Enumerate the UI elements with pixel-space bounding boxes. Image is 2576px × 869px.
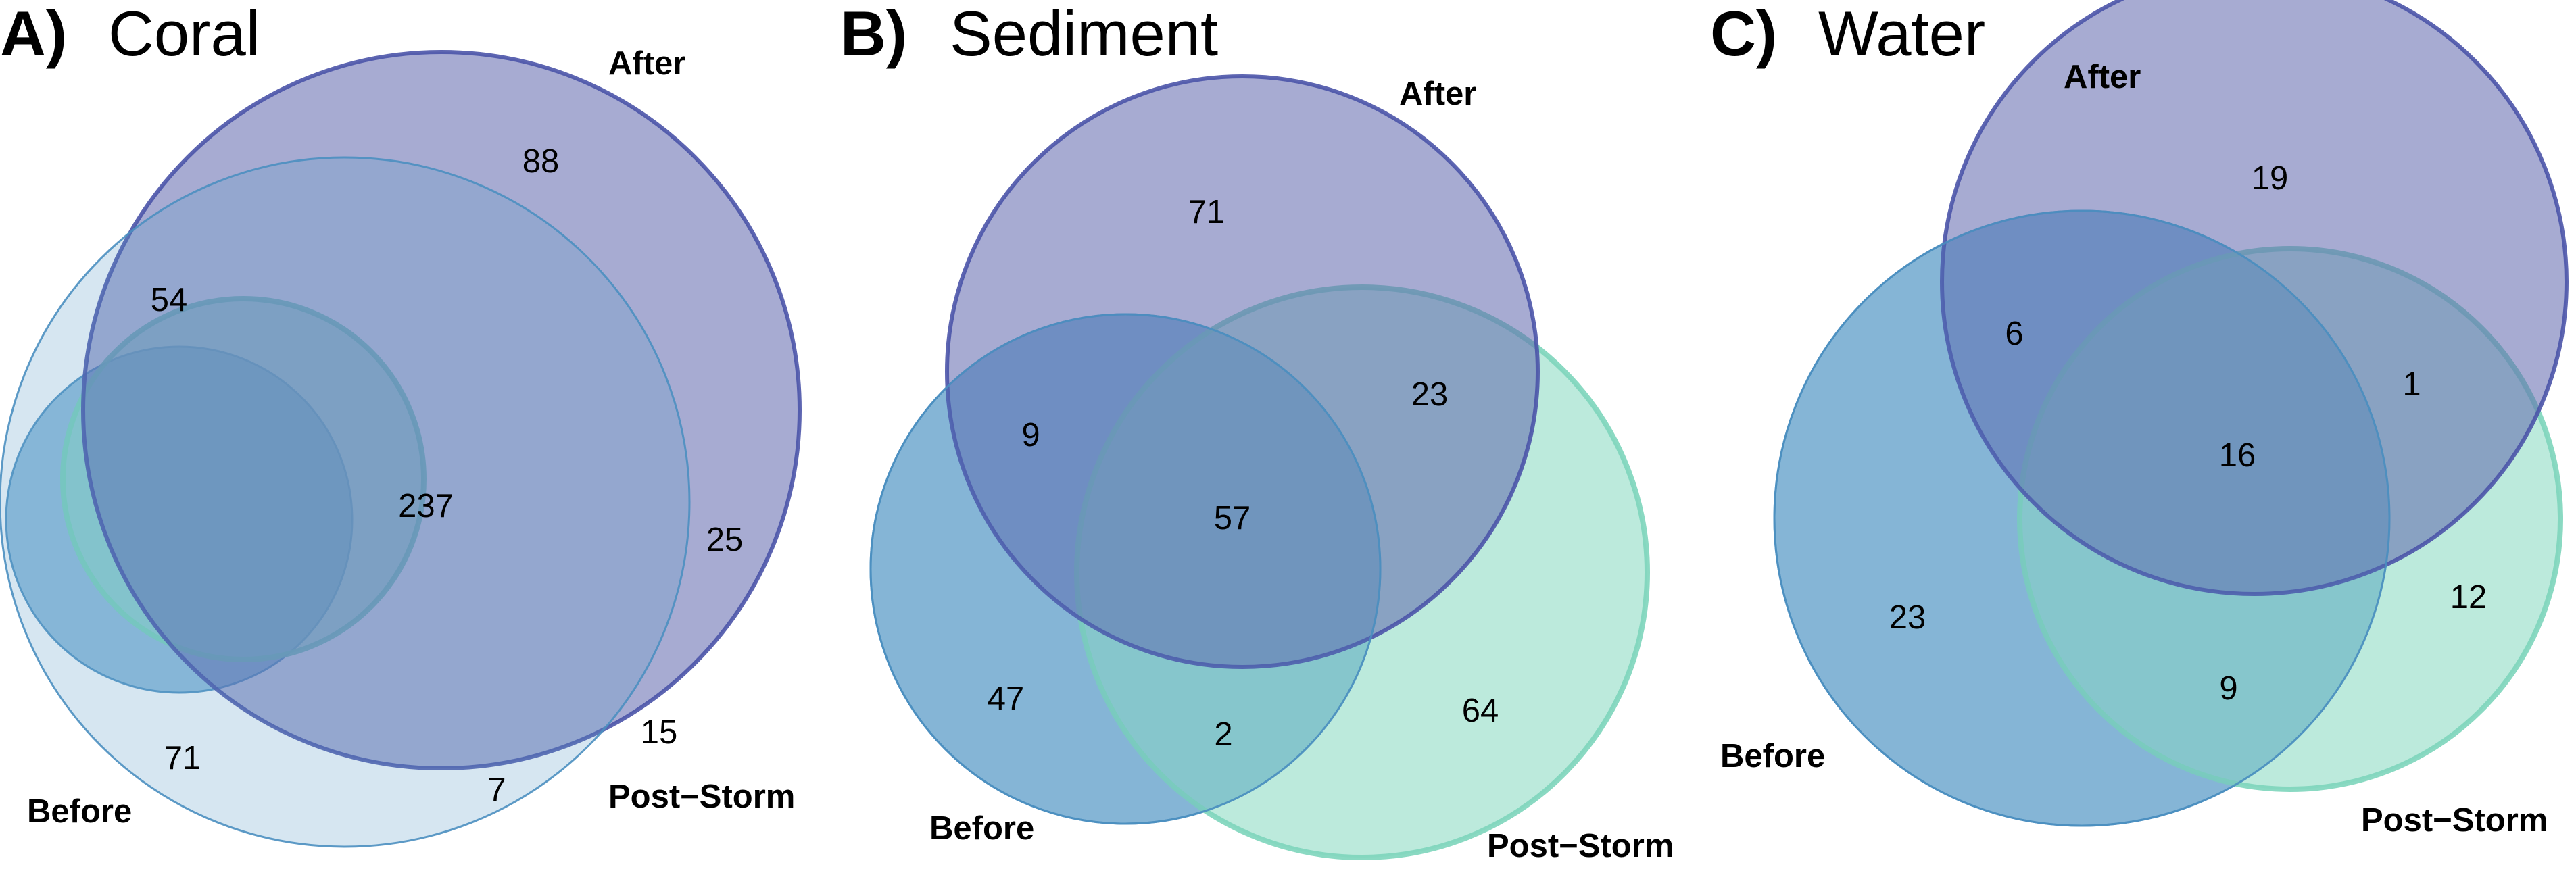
venn-circle-before — [1773, 209, 2391, 827]
venn-circle-before — [0, 156, 691, 848]
count-before-only: 47 — [988, 680, 1025, 717]
count-after-only: 71 — [1188, 194, 1225, 230]
set-label-post-storm: Post−Storm — [608, 778, 795, 815]
set-label-before: Before — [27, 793, 132, 830]
set-label-post-storm: Post−Storm — [2361, 802, 2548, 839]
count-all-three: 16 — [2219, 437, 2256, 474]
count-after-only: 88 — [523, 143, 560, 180]
venn-circle-after — [1940, 0, 2569, 596]
count-before-post-storm: 7 — [487, 772, 506, 808]
venn-circle-after — [945, 74, 1540, 669]
count-all-three: 237 — [398, 488, 454, 524]
count-before-post-storm: 2 — [1214, 716, 1232, 753]
count-before-only: 23 — [1889, 599, 1926, 636]
panel-letter: B) — [840, 0, 907, 69]
count-before-post-storm: 9 — [2219, 670, 2237, 707]
count-after-post-storm: 25 — [706, 522, 744, 558]
count-post-storm-only: 15 — [641, 714, 678, 751]
panel-letter: A) — [0, 0, 67, 69]
set-label-after: After — [1399, 76, 1476, 112]
panel-title: Coral — [108, 0, 260, 69]
count-after-post-storm: 23 — [1411, 376, 1449, 413]
set-label-before: Before — [929, 810, 1034, 847]
set-label-after: After — [2064, 59, 2141, 95]
panel-letter: C) — [1710, 0, 1777, 69]
panel-water: C) Water After Before Post−Storm 19 6 1 … — [1710, 0, 2569, 839]
set-label-before: Before — [1720, 738, 1825, 774]
panel-title: Sediment — [950, 0, 1218, 69]
count-before-after: 9 — [1021, 417, 1040, 453]
set-label-post-storm: Post−Storm — [1487, 828, 1674, 864]
panel-coral: A) Coral After Before Post−Storm 88 54 2… — [0, 0, 802, 848]
count-before-after: 6 — [2005, 316, 2023, 352]
venn-circle-after — [81, 50, 802, 770]
count-after-post-storm: 1 — [2402, 366, 2421, 403]
count-all-three: 57 — [1214, 500, 1251, 537]
set-label-after: After — [608, 45, 685, 82]
panel-sediment: B) Sediment After Before Post−Storm 71 9… — [840, 0, 1674, 864]
count-after-only: 19 — [2252, 160, 2289, 197]
count-before-only: 71 — [164, 740, 201, 776]
count-before-after: 54 — [151, 282, 188, 318]
count-post-storm-only: 64 — [1462, 693, 1499, 729]
venn-circle-before — [869, 313, 1382, 825]
count-post-storm-only: 12 — [2450, 579, 2487, 616]
panel-title: Water — [1818, 0, 1985, 69]
